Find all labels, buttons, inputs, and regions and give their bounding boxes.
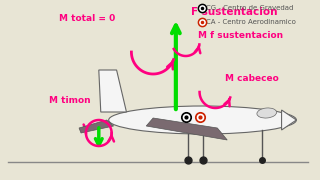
Text: M total = 0: M total = 0 <box>59 14 116 22</box>
Text: M cabeceo: M cabeceo <box>225 73 279 82</box>
Polygon shape <box>99 70 126 112</box>
Text: F sustentacion: F sustentacion <box>191 7 277 17</box>
Polygon shape <box>146 118 227 140</box>
Polygon shape <box>79 120 114 133</box>
Text: CG - Centro de Gravedad: CG - Centro de Gravedad <box>206 5 294 11</box>
Text: M f sustentacion: M f sustentacion <box>197 30 283 39</box>
Ellipse shape <box>257 108 276 118</box>
Ellipse shape <box>109 106 296 134</box>
Text: CA - Centro Aerodinamico: CA - Centro Aerodinamico <box>206 19 296 25</box>
Polygon shape <box>282 110 296 130</box>
Text: M timon: M timon <box>49 96 91 105</box>
